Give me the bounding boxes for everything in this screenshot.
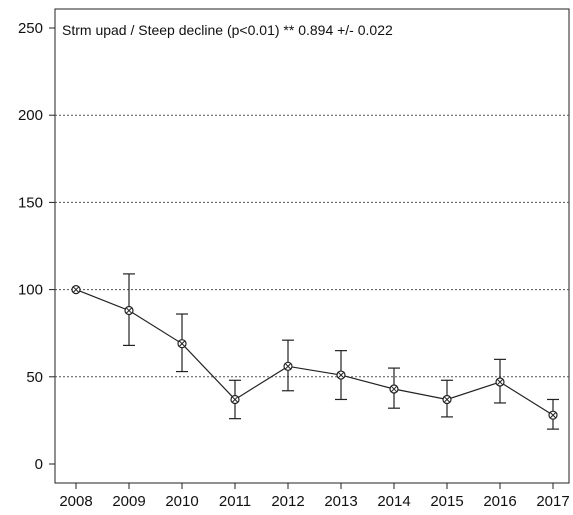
data-point <box>336 370 346 380</box>
data-point <box>177 339 187 349</box>
data-point <box>124 305 134 316</box>
series-path <box>75 289 554 416</box>
x-tick-label: 2011 <box>219 493 251 510</box>
data-point-cross <box>125 307 133 314</box>
y-tick-label: 250 <box>18 20 43 37</box>
grid-lines <box>55 114 569 378</box>
y-tick-label: 150 <box>18 194 43 211</box>
data-point-cross <box>231 396 239 403</box>
data-point <box>230 394 240 405</box>
x-axis: 2008 2009 2010 2011 2012 2013 2014 2015 2016 2017 <box>59 483 570 510</box>
chart-annotation: Strm upad / Steep decline (p<0.01) ** 0.… <box>62 22 393 38</box>
x-tick-label: 2014 <box>377 493 410 510</box>
x-tick-label: 2010 <box>165 493 198 510</box>
data-point-cross <box>390 385 398 393</box>
data-point-cross <box>284 363 292 370</box>
y-tick-label: 0 <box>35 456 43 473</box>
data-point <box>495 377 505 387</box>
data-point <box>442 394 452 405</box>
y-tick-label: 50 <box>26 369 43 386</box>
x-tick-label: 2017 <box>536 493 569 510</box>
x-tick-label: 2012 <box>271 493 304 510</box>
x-tick-label: 2009 <box>112 493 145 510</box>
y-tick-label: 100 <box>18 282 43 299</box>
data-point-cross <box>337 371 345 379</box>
x-tick-label: 2013 <box>324 493 357 510</box>
data-point-cross <box>443 396 451 403</box>
data-point-cross <box>549 412 557 419</box>
data-point-cross <box>178 340 186 347</box>
series-line <box>71 273 559 430</box>
data-point <box>283 361 293 371</box>
x-tick-label: 2015 <box>430 493 463 510</box>
y-axis: 0 50 100 150 200 250 <box>18 20 55 473</box>
data-point-cross <box>496 378 504 386</box>
x-tick-label: 2008 <box>59 493 92 510</box>
x-tick-label: 2016 <box>483 493 516 510</box>
y-tick-label: 200 <box>18 107 43 124</box>
data-point-cross <box>72 286 80 293</box>
plot-area-frame <box>54 8 570 484</box>
data-point <box>71 285 81 295</box>
data-point <box>389 384 399 394</box>
data-point <box>548 410 558 420</box>
